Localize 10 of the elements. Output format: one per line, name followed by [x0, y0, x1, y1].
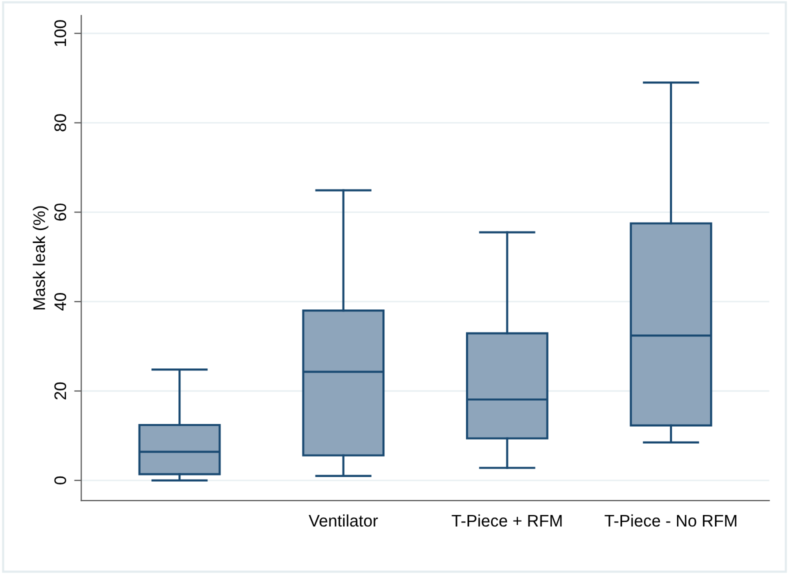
y-axis-title: Mask leak (%)	[32, 206, 48, 310]
x-tick-label: T-Piece - No RFM	[604, 514, 736, 527]
y-tick-label: 40	[54, 292, 66, 310]
x-tick-label: Ventilator	[308, 514, 378, 527]
y-tick-label: 80	[54, 114, 66, 132]
x-tick-label: T-Piece + RFM	[452, 514, 562, 527]
y-tick-label: 100	[54, 20, 66, 46]
y-tick-label: 60	[54, 204, 66, 221]
y-tick-label: 0	[54, 476, 66, 484]
y-tick-label: 20	[54, 382, 66, 400]
